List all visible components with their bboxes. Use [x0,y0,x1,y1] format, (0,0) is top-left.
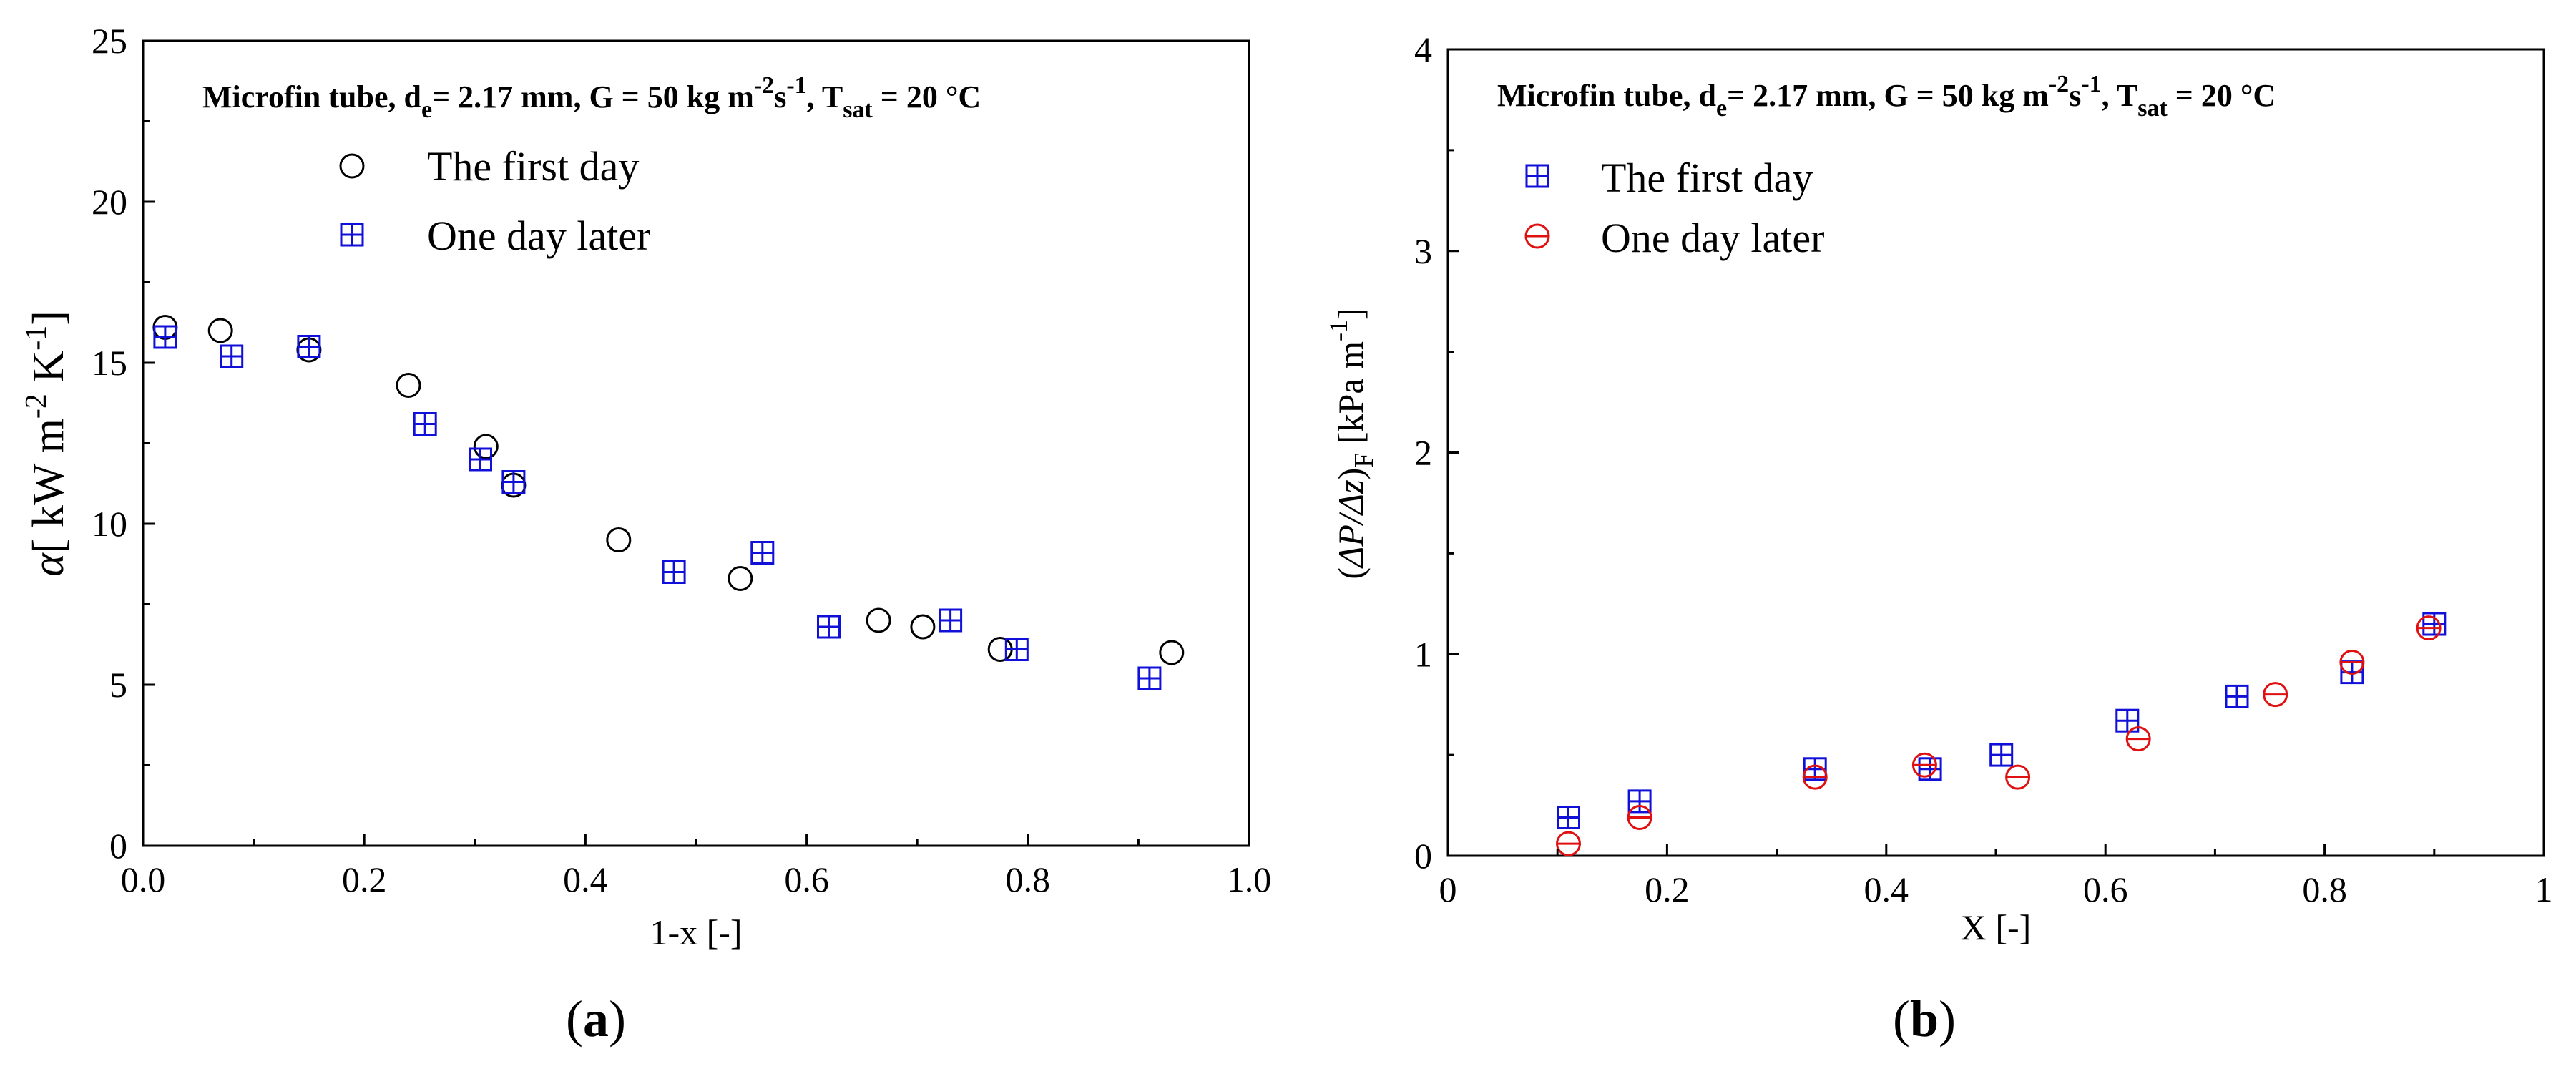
legend-a-boxplus-marker [340,223,364,247]
x-tick-label-b-0: 0 [1439,869,1457,909]
legend-b-label-1: The first day [1601,155,1813,201]
point-a-s1-1 [220,344,244,368]
legend-a-label-1: The first day [427,143,639,190]
point-a-s1-7 [750,541,775,565]
y-tick-label-a-5: 25 [92,21,127,61]
y-axis-title-a: α[ kW m-2 K-1] [20,311,73,577]
point-a-s0-6 [606,527,632,552]
chart-b: 0 0.2 0.4 0.6 0.8 1 0 1 2 3 4 Microfin tube, de= 2… [1324,29,2553,1048]
point-b-s0-4 [1989,743,2014,767]
panel-label-b: (b) [1893,990,1956,1048]
marks-a [152,315,1185,690]
y-tick-label-b-0: 0 [1414,836,1432,876]
x-tick-label-a-0: 0.0 [121,859,166,899]
chart-a: 0.0 0.2 0.4 0.6 0.8 1.0 0 5 10 15 20 25 Microfin tu… [20,21,1271,1048]
point-a-s0-1 [207,318,233,343]
chart-title-a: Microfin tube, de= 2.17 mm, G = 50 kg m-… [202,72,981,123]
point-b-s0-1 [1627,789,1652,814]
panel-label-a: (a) [566,990,626,1048]
y-tick-label-b-1: 1 [1414,634,1432,674]
legend-a-label-2: One day later [427,213,650,259]
point-b-s1-7 [2339,650,2365,675]
y-tick-label-b-3: 3 [1414,231,1432,271]
point-b-s0-5 [2115,708,2140,733]
point-b-s1-1 [1627,805,1652,830]
x-axis-title-a: 1-x [-] [650,912,742,952]
legend-b-label-2: One day later [1601,215,1824,261]
chart-title-b: Microfin tube, de= 2.17 mm, G = 50 kg m-… [1497,71,2276,122]
x-tick-label-b-2: 0.4 [1864,869,1909,909]
point-a-s0-3 [396,373,421,398]
point-a-s1-9 [939,608,963,633]
x-tick-label-a-4: 0.8 [1006,859,1051,899]
point-a-s1-11 [1137,666,1162,690]
point-b-s1-2 [1802,764,1828,790]
point-b-s0-6 [2225,684,2249,708]
point-a-s1-8 [817,615,841,639]
point-a-s0-9 [910,614,936,640]
y-tick-label-a-3: 15 [92,343,127,383]
point-a-s1-3 [413,412,437,436]
y-tick-label-a-0: 0 [109,826,127,866]
legend-b: The first day One day later [1524,155,1824,261]
point-b-s1-5 [2125,726,2151,752]
x-axis-title-b: X [-] [1961,907,2032,947]
legend-a-circle-marker [339,153,365,179]
legend-a: The first day One day later [339,143,650,259]
point-b-s1-4 [2005,764,2031,790]
y-tick-label-b-4: 4 [1414,29,1432,69]
x-tick-label-b-5: 1 [2535,869,2553,909]
point-b-s0-3 [1918,757,1942,781]
x-tick-label-b-3: 0.6 [2083,869,2128,909]
point-b-s1-6 [2263,682,2288,708]
x-tick-label-a-2: 0.4 [563,859,608,899]
point-b-s1-8 [2416,615,2442,641]
x-tick-label-a-5: 1.0 [1227,859,1272,899]
y-axis-title-b: (ΔP/Δz)F [kPa m-1] [1324,308,1379,579]
ticks-b: 0 0.2 0.4 0.6 0.8 1 0 1 2 3 4 [1414,29,2553,909]
plot-area-a [142,39,1250,847]
point-a-s0-11 [1159,640,1185,665]
x-tick-label-b-4: 0.8 [2302,869,2347,909]
x-tick-label-a-3: 0.6 [784,859,829,899]
point-a-s1-6 [662,560,686,584]
point-b-s0-7 [2340,660,2364,685]
x-tick-label-a-1: 0.2 [342,859,387,899]
marks-b [1556,612,2447,856]
y-tick-label-a-4: 20 [92,182,127,222]
point-a-s1-10 [1004,638,1029,661]
legend-b-boxplus-marker [1525,164,1549,188]
point-b-s1-3 [1911,752,1937,778]
point-a-s0-7 [728,566,753,591]
point-a-s0-8 [866,607,891,633]
point-a-s0-4 [473,434,499,459]
point-b-s0-0 [1557,806,1580,829]
y-tick-label-b-2: 2 [1414,433,1432,473]
y-tick-label-a-1: 5 [109,665,127,705]
point-b-s1-0 [1556,831,1581,856]
point-a-s1-2 [297,335,321,358]
legend-b-circle-minus-marker [1524,223,1550,249]
point-a-s1-0 [153,325,177,349]
ticks-a: 0.0 0.2 0.4 0.6 0.8 1.0 0 5 10 15 20 25 [92,21,1271,899]
x-tick-label-b-1: 0.2 [1645,869,1690,909]
point-a-s1-4 [469,447,492,472]
point-a-s1-5 [501,470,526,494]
y-tick-label-a-2: 10 [92,504,127,544]
